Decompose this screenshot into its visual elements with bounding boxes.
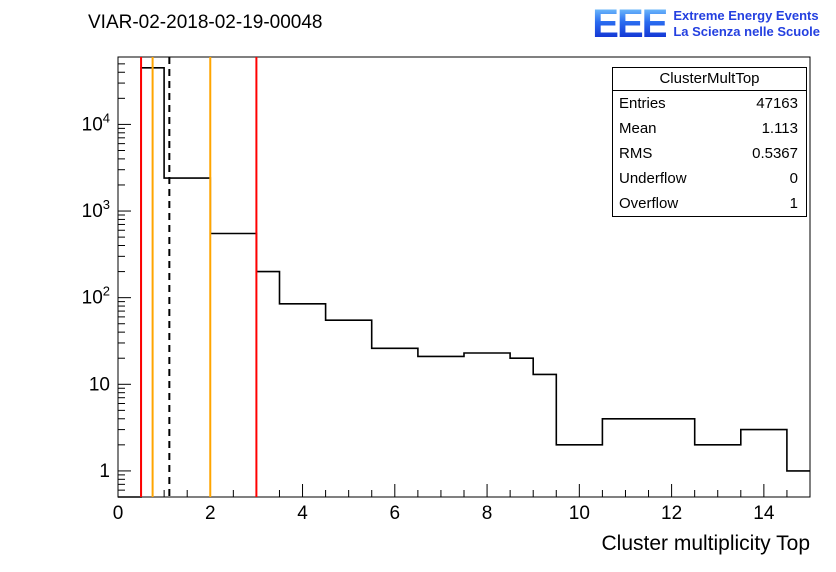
x-axis-tick-label: 10 [569,503,590,524]
y-axis-tick-label: 104 [82,110,110,135]
stat-label: RMS [619,145,653,162]
x-axis-tick-label: 0 [113,503,124,524]
stats-rows: Entries 47163 Mean 1.113 RMS 0.5367 Underflow 0… [613,91,806,216]
stat-label: Mean [619,120,657,137]
stat-label: Overflow [619,195,679,212]
stat-row: Entries 47163 [613,91,806,116]
eee-logo-line2: La Scienza nelle Scuole [673,24,820,39]
y-axis-tick-label: 103 [82,197,110,222]
eee-logo-mark: EEE [592,2,668,46]
stat-row: Underflow 0 [613,166,806,191]
stat-row: RMS 0.5367 [613,141,806,166]
stat-row: Mean 1.113 [613,116,806,141]
y-axis-tick-label: 102 [82,284,110,309]
y-axis-tick-label: 10 [89,374,110,395]
stat-value: 0.5367 [752,145,798,162]
eee-logo-line1: Extreme Energy Events [673,7,819,23]
stat-label: Underflow [619,170,687,187]
stat-value: 0 [789,170,798,187]
x-axis-label: Cluster multiplicity Top [601,532,810,555]
x-axis-tick-label: 4 [297,503,308,524]
eee-logo-text: Extreme Energy Events La Scienza nelle S… [673,8,820,41]
stat-value: 1 [789,195,798,212]
stats-box: ClusterMultTop Entries 47163 Mean 1.113 RMS 0… [612,67,807,217]
x-axis-tick-label: 6 [390,503,401,524]
stat-value: 1.113 [761,120,798,137]
stat-value: 47163 [756,95,798,112]
histogram-step-line [118,67,810,498]
stat-row: Overflow 1 [613,191,806,216]
x-axis-tick-label: 12 [661,503,682,524]
stats-box-title: ClusterMultTop [613,68,806,91]
plot-title: VIAR-02-2018-02-19-00048 [88,12,323,33]
eee-logo: EEE Extreme Energy Events La Scienza nel… [592,4,820,44]
x-axis-tick-label: 8 [482,503,493,524]
stat-label: Entries [619,95,666,112]
x-axis-tick-label: 2 [205,503,216,524]
x-axis-tick-label: 14 [753,503,775,524]
y-axis-tick-label: 1 [99,461,110,482]
